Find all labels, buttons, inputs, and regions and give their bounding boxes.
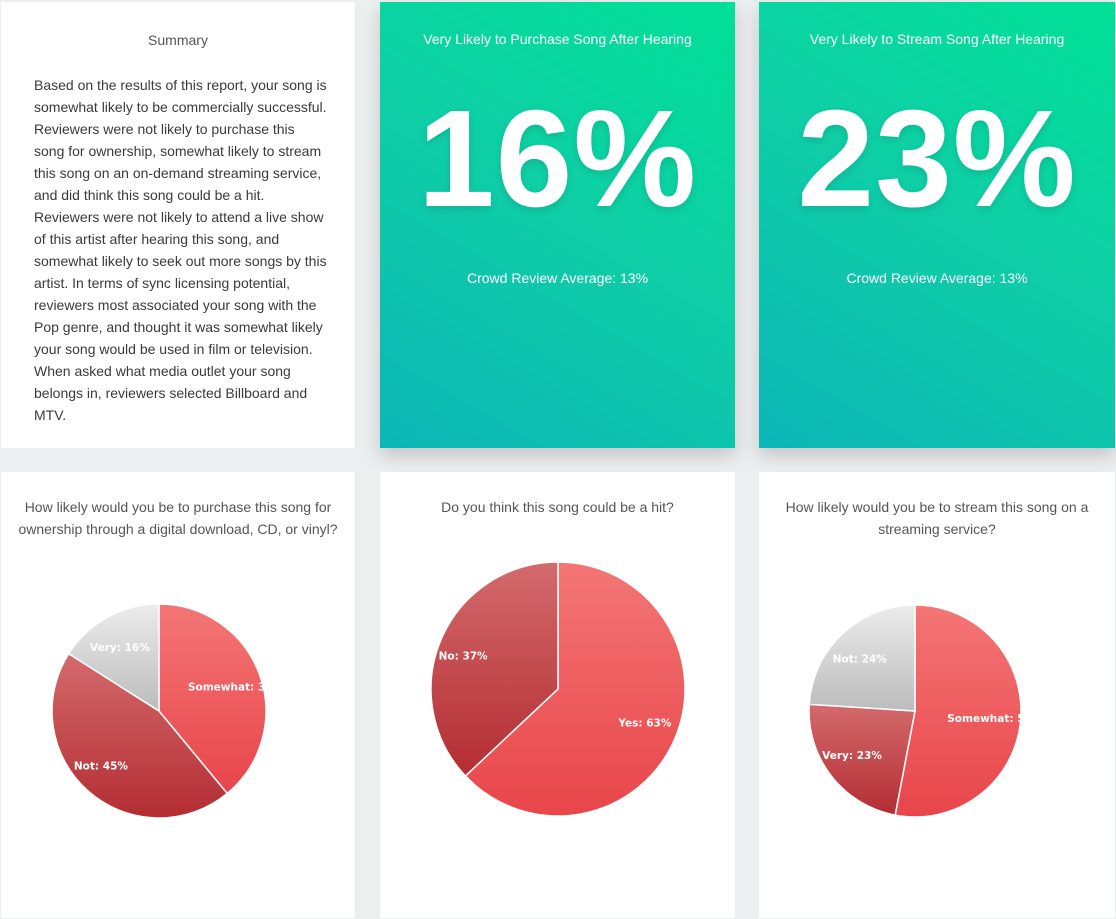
- stat-card-stream: Very Likely to Stream Song After Hearing…: [759, 2, 1115, 448]
- pie-slice-no: [430, 561, 559, 778]
- pie-chart-purchase: Somewhat: 39% Not: 45% Very: 16%: [51, 603, 284, 819]
- pie-slice-not: [51, 652, 229, 819]
- slice-label-not: Not: 24%: [833, 654, 887, 666]
- slice-label-very: Very: 23%: [822, 750, 882, 762]
- slice-label-no: No: 37%: [439, 651, 488, 663]
- summary-title: Summary: [148, 32, 208, 48]
- stat-average: Crowd Review Average: 13%: [466, 270, 649, 286]
- pie-slice-very: [808, 703, 916, 816]
- stat-value: 16%: [417, 82, 698, 236]
- pie-slice-somewhat: [158, 603, 267, 795]
- pie-card-stream: How likely would you be to stream this s…: [759, 472, 1115, 918]
- stat-value: 23%: [797, 82, 1077, 236]
- slice-label-very: Very: 16%: [90, 642, 150, 654]
- pie-card-hit: Do you think this song could be a hit? Y…: [380, 472, 735, 918]
- slice-label-not: Not: 45%: [74, 761, 128, 773]
- stat-card-purchase: Very Likely to Purchase Song After Heari…: [380, 2, 735, 448]
- pie-slice-yes: [464, 561, 686, 817]
- pie-card-purchase: How likely would you be to purchase this…: [1, 472, 355, 918]
- chart-title: Do you think this song could be a hit?: [441, 499, 674, 515]
- slice-label-somewhat: Somewhat: 39%: [188, 681, 284, 693]
- pie-slice-somewhat: [894, 604, 1022, 818]
- stat-title: Very Likely to Purchase Song After Heari…: [423, 31, 692, 47]
- summary-card: Summary Based on the results of this rep…: [1, 2, 355, 448]
- pie-slice-very: [67, 603, 160, 713]
- slice-label-yes: Yes: 63%: [617, 717, 671, 729]
- pie-chart-stream: Somewhat: 53% Very: 23% Not: 24%: [808, 604, 1043, 818]
- stat-title: Very Likely to Stream Song After Hearing: [809, 31, 1065, 47]
- pie-chart-hit: Yes: 63% No: 37%: [430, 561, 686, 817]
- chart-title: How likely would you be to stream this s…: [785, 499, 1089, 537]
- slice-label-somewhat: Somewhat: 53%: [947, 713, 1043, 725]
- summary-text: Based on the results of this report, you…: [34, 77, 327, 423]
- pie-slice-not: [808, 604, 916, 712]
- stat-average: Crowd Review Average: 13%: [846, 270, 1028, 286]
- chart-title: How likely would you be to purchase this…: [18, 499, 338, 537]
